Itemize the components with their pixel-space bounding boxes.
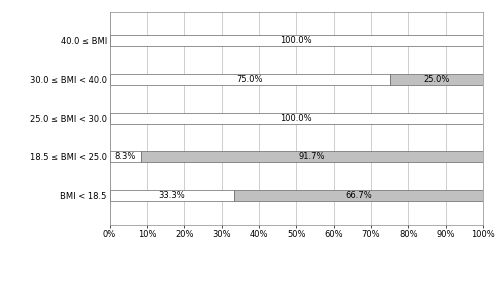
Bar: [110, 151, 140, 162]
Bar: [140, 151, 483, 162]
Text: 33.3%: 33.3%: [158, 191, 185, 200]
Bar: [234, 190, 483, 201]
Text: 91.7%: 91.7%: [299, 152, 325, 161]
Text: 25.0%: 25.0%: [423, 75, 450, 84]
Bar: [390, 74, 483, 85]
Bar: [110, 35, 483, 46]
Bar: [110, 190, 234, 201]
Text: 8.3%: 8.3%: [115, 152, 136, 161]
Bar: [110, 74, 390, 85]
Text: 100.0%: 100.0%: [280, 113, 312, 123]
Bar: [110, 113, 483, 124]
Text: 100.0%: 100.0%: [280, 36, 312, 45]
Text: 75.0%: 75.0%: [237, 75, 263, 84]
Text: 66.7%: 66.7%: [345, 191, 372, 200]
